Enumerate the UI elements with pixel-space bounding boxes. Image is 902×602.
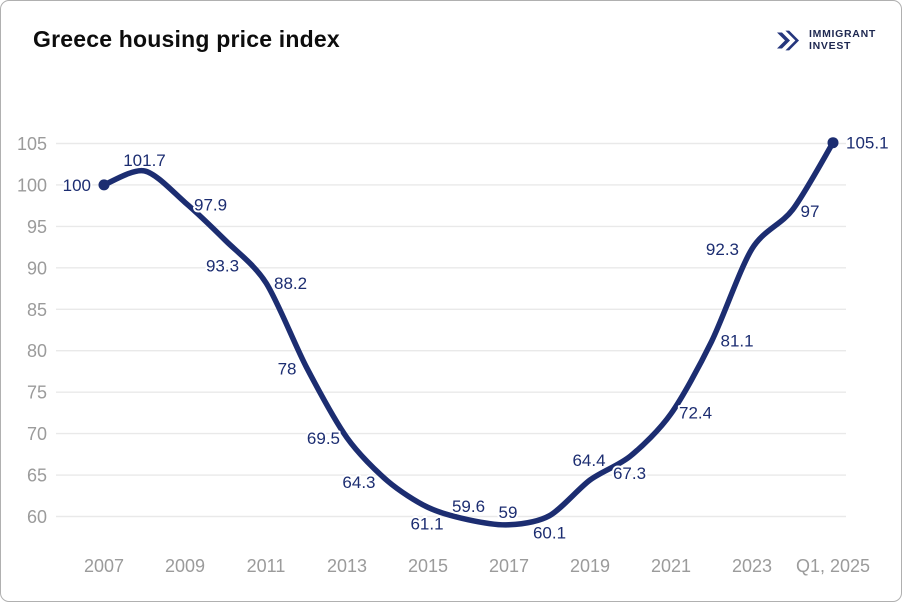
point-label: 60.1 bbox=[533, 524, 566, 543]
x-tick-label: Q1, 2025 bbox=[796, 556, 870, 576]
logo-line1: IMMIGRANT bbox=[809, 28, 876, 40]
gridlines bbox=[56, 142, 846, 518]
x-tick-label: 2019 bbox=[570, 556, 610, 576]
y-tick-label: 60 bbox=[27, 507, 47, 527]
point-label: 105.1 bbox=[846, 134, 889, 153]
y-tick-label: 90 bbox=[27, 258, 47, 278]
point-label: 78 bbox=[278, 359, 297, 378]
y-axis-labels: 105 100 95 90 85 80 75 70 65 60 bbox=[17, 134, 47, 527]
point-label: 97 bbox=[801, 202, 820, 221]
x-axis-labels: 2007 2009 2011 2013 2015 2017 2019 2021 2023 Q1, … bbox=[84, 556, 870, 576]
x-tick-label: 2023 bbox=[732, 556, 772, 576]
point-label: 81.1 bbox=[721, 332, 754, 351]
point-label: 64.3 bbox=[342, 473, 375, 492]
point-label: 72.4 bbox=[679, 404, 712, 423]
point-label: 97.9 bbox=[194, 195, 227, 214]
y-tick-label: 85 bbox=[27, 300, 47, 320]
point-label: 100 bbox=[63, 176, 91, 195]
first-point-marker bbox=[98, 179, 110, 191]
point-markers bbox=[98, 137, 839, 191]
last-point-marker bbox=[827, 137, 839, 149]
x-tick-label: 2021 bbox=[651, 556, 691, 576]
x-tick-label: 2011 bbox=[247, 556, 286, 576]
point-label: 67.3 bbox=[613, 464, 646, 483]
point-label: 93.3 bbox=[206, 257, 239, 276]
x-tick-label: 2017 bbox=[489, 556, 529, 576]
price-line bbox=[101, 139, 836, 528]
logo-line2: INVEST bbox=[809, 39, 852, 52]
point-labels: 100 101.7 97.9 93.3 88.2 78 69.5 64.3 61.1 59.6 59… bbox=[61, 132, 891, 545]
x-tick-label: 2013 bbox=[327, 556, 367, 576]
logo: IMMIGRANT INVEST bbox=[777, 28, 876, 53]
point-label: 61.1 bbox=[410, 514, 443, 533]
x-tick-label: 2007 bbox=[84, 556, 124, 576]
y-tick-label: 75 bbox=[27, 383, 47, 403]
point-label: 88.2 bbox=[274, 274, 307, 293]
y-tick-label: 100 bbox=[17, 175, 47, 195]
y-tick-label: 95 bbox=[27, 217, 47, 237]
point-label: 92.3 bbox=[706, 240, 739, 259]
point-label: 101.7 bbox=[123, 151, 166, 170]
y-tick-label: 65 bbox=[27, 466, 47, 486]
point-label: 59.6 bbox=[452, 497, 485, 516]
x-tick-label: 2015 bbox=[408, 556, 448, 576]
y-tick-label: 80 bbox=[27, 341, 47, 361]
double-chevron-right-icon bbox=[777, 29, 802, 53]
point-label: 59 bbox=[499, 503, 518, 522]
x-tick-label: 2009 bbox=[165, 556, 205, 576]
chart-title: Greece housing price index bbox=[33, 26, 340, 52]
y-tick-label: 70 bbox=[27, 424, 47, 444]
point-label: 64.4 bbox=[572, 451, 605, 470]
logo-text: IMMIGRANT INVEST bbox=[809, 28, 876, 53]
y-tick-label: 105 bbox=[17, 134, 47, 154]
point-label: 69.5 bbox=[307, 429, 340, 448]
